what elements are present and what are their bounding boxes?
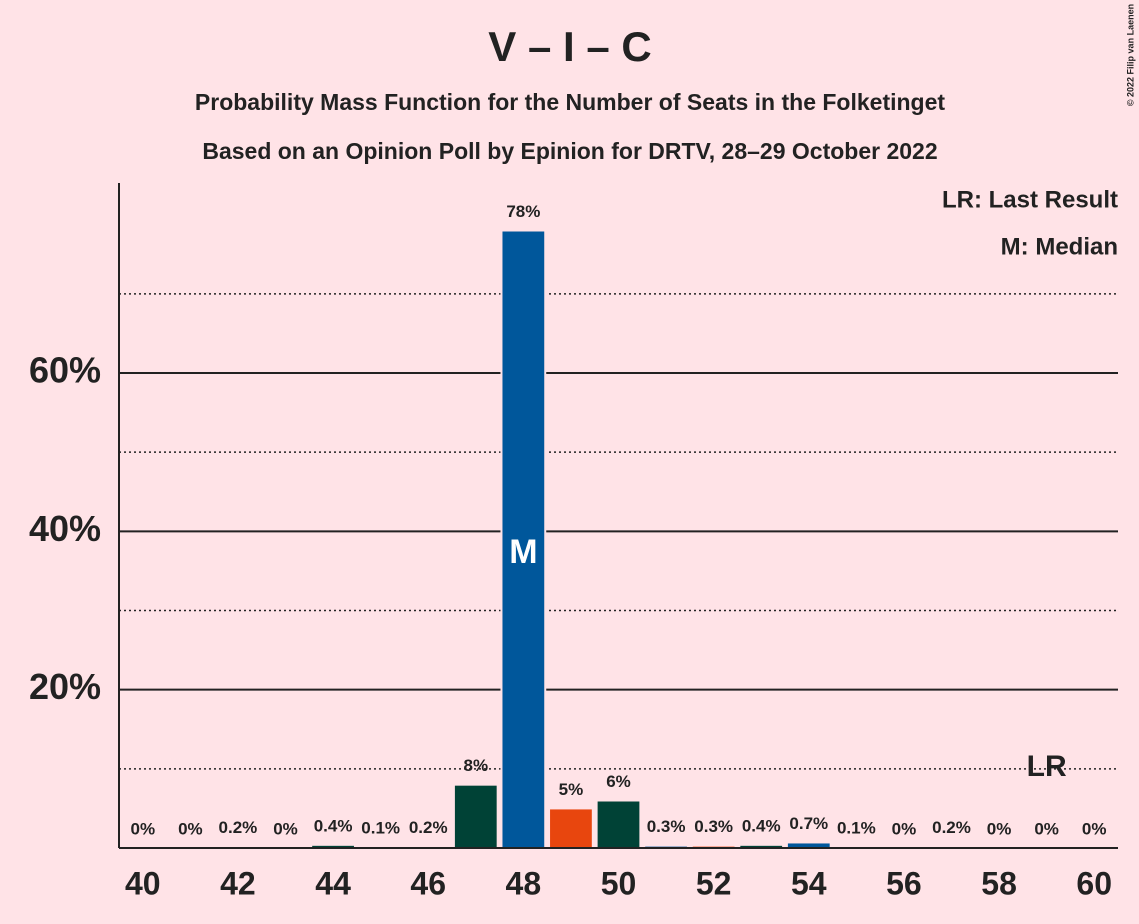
bar (452, 783, 499, 850)
subtitle: Based on an Opinion Poll by Epinion for … (202, 138, 937, 164)
x-tick-label: 50 (601, 865, 637, 901)
x-tick-label: 48 (506, 865, 542, 901)
value-label: 5% (559, 780, 584, 799)
x-tick-label: 60 (1076, 865, 1112, 901)
copyright: © 2022 Filip van Laenen (1125, 4, 1135, 106)
x-tick-label: 52 (696, 865, 732, 901)
value-label: 6% (606, 772, 631, 791)
value-label: 0.4% (314, 816, 353, 835)
value-label: 0% (273, 819, 298, 838)
value-label: 0.3% (647, 817, 686, 836)
value-label: 0.2% (219, 818, 258, 837)
bar (595, 799, 642, 849)
value-label: 0% (130, 819, 155, 838)
value-label: 0% (987, 819, 1012, 838)
last-result-marker: LR (1027, 750, 1067, 783)
subtitle: Probability Mass Function for the Number… (195, 89, 945, 115)
x-tick-label: 58 (981, 865, 1017, 901)
x-tick-label: 54 (791, 865, 827, 901)
value-label: 0.3% (694, 817, 733, 836)
value-label: 0.2% (409, 818, 448, 837)
x-tick-label: 56 (886, 865, 922, 901)
value-label: 0.4% (742, 816, 781, 835)
y-tick-label: 40% (29, 508, 101, 549)
x-tick-label: 42 (220, 865, 256, 901)
value-label: 0% (1034, 819, 1059, 838)
legend-entry: M: Median (1001, 233, 1118, 260)
y-tick-label: 60% (29, 350, 101, 391)
x-tick-label: 46 (410, 865, 446, 901)
x-tick-label: 40 (125, 865, 161, 901)
value-label: 78% (506, 202, 540, 221)
x-tick-label: 44 (315, 865, 351, 901)
value-label: 8% (463, 756, 488, 775)
legend-entry: LR: Last Result (942, 186, 1118, 213)
value-label: 0% (178, 819, 203, 838)
value-label: 0% (1082, 819, 1107, 838)
median-marker: M (509, 533, 537, 571)
value-label: 0.2% (932, 818, 971, 837)
value-label: 0.1% (837, 819, 876, 838)
y-tick-label: 20% (29, 666, 101, 707)
chart-title: V – I – C (488, 23, 651, 70)
value-label: 0.7% (789, 814, 828, 833)
bar (548, 807, 594, 850)
value-label: 0% (892, 819, 917, 838)
value-label: 0.1% (361, 819, 400, 838)
